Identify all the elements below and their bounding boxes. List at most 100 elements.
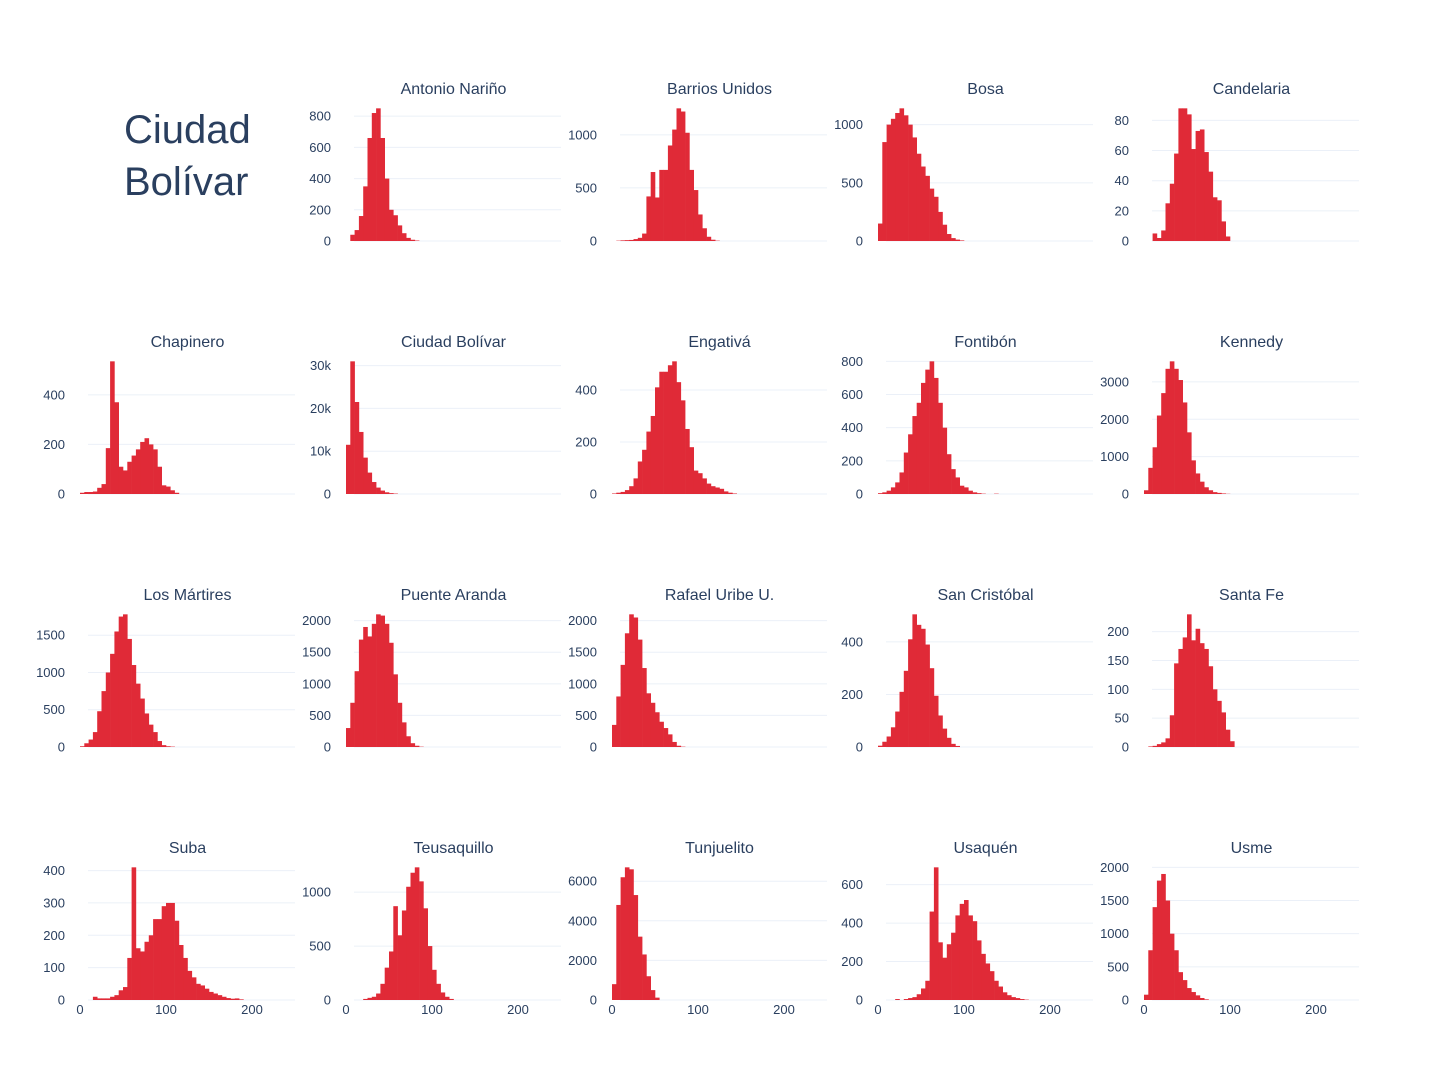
y-tick-label: 0 [856,993,863,1008]
histogram-bar [908,434,913,494]
histogram-bar [1191,992,1196,1000]
subplot-puente-aranda: 0 500 1000 1500 2000 Puente Aranda [302,587,561,755]
histogram-bar [998,986,1003,1000]
histogram-bar [127,461,132,494]
histogram-bar [1165,368,1171,494]
histogram-bar [105,998,111,1000]
histogram-bar [140,698,145,747]
histogram-bar [204,988,210,1000]
subplot-suba: 0 100 200 300 400 0 100 200 Suba [43,840,295,1017]
histogram-bar [886,490,892,494]
subplot-ciudad-bolivar: 0 10k 20k 30k Ciudad Bolívar [310,334,561,502]
histogram-bar [994,980,999,1000]
histogram-bar [878,223,883,241]
histogram-bar [384,492,390,494]
histogram-bar [899,108,905,241]
y-tick-label: 400 [841,916,863,931]
y-tick-label: 300 [43,895,65,910]
y-tick-label: 2000 [568,953,597,968]
histogram-bar [908,998,913,1000]
y-tick-label: 40 [1115,173,1129,188]
histogram-bar [620,877,626,1000]
histogram-bar [938,402,943,494]
histogram-bar [371,623,377,747]
histogram-bar [921,628,926,747]
histogram-bar [642,668,647,747]
histogram-bar [419,881,424,1000]
histogram-bar [1156,880,1162,1000]
histogram-bar [436,983,441,1000]
histogram-bar [633,617,639,747]
histogram-bar [105,448,111,494]
histogram-bar [629,486,634,494]
histogram-bar [676,745,682,747]
histogram-bar [410,872,416,1000]
histogram-bar [706,483,712,494]
histogram-bar [959,903,965,1000]
y-tick-label: 2000 [568,613,597,628]
histogram-bar [350,234,355,241]
y-tick-label: 500 [575,708,597,723]
histogram-bar [367,472,373,494]
histogram-bar [912,416,917,494]
histogram-bar [1015,998,1021,1000]
histogram-bar [196,983,201,1000]
histogram-bar [140,951,145,1000]
histogram-bar [942,728,948,747]
histogram-bar [92,732,98,747]
y-tick-label: 1000 [568,127,597,142]
histogram-bar [1165,900,1171,1000]
histogram-bar [659,169,664,241]
y-tick-label: 200 [575,434,597,449]
histogram-bar [706,236,712,241]
histogram-bar [620,240,626,241]
subplot-title: Bosa [967,81,1004,98]
subplot-title: Candelaria [1213,81,1290,98]
y-tick-label: 200 [841,687,863,702]
histogram-bar [131,665,137,747]
histogram-bar [903,452,909,494]
histogram-bar [1191,149,1196,241]
histogram-bar [955,477,960,494]
subplot-title: Rafael Uribe U. [665,587,774,604]
histogram-bar [642,233,647,241]
histogram-bar [389,642,394,747]
histogram-bar [397,702,403,747]
histogram-bar [903,999,909,1000]
histogram-bar [663,371,669,494]
y-tick-label: 1000 [834,117,863,132]
histogram-bar [84,492,89,494]
histogram-bar [371,113,377,241]
histogram-bar [1187,432,1192,494]
histogram-bar [358,639,364,747]
subplot-title: San Cristóbal [937,587,1033,604]
histogram-bar [393,215,398,241]
histogram-bar [449,998,454,1000]
histogram-bar [624,240,630,241]
subplot-fontibon: 0 200 400 600 800 Fontibón [841,334,1093,502]
histogram-bar [371,996,377,1000]
histogram-bar [637,461,643,494]
subplot-title: Los Mártires [143,587,231,604]
subplot-san-cristobal: 0 200 400 San Cristóbal [841,587,1093,755]
histogram-bar [367,636,373,747]
subplot-title: Barrios Unidos [667,81,772,98]
histogram-bar [1169,361,1175,494]
y-tick-label: 500 [841,175,863,190]
histogram-bar [685,428,690,494]
histogram-bar [88,492,94,494]
y-tick-label: 0 [58,740,65,755]
histogram-bar [1174,950,1179,1000]
histogram-bar [629,614,634,747]
y-tick-label: 0 [1122,740,1129,755]
histogram-bar [1204,648,1209,747]
histogram-bar [367,997,373,1000]
histogram-bar [148,935,154,1000]
histogram-bar [166,746,171,747]
histogram-bar [1212,689,1218,747]
y-tick-label: 200 [841,453,863,468]
histogram-bar [161,485,167,494]
histogram-bar [144,713,150,747]
x-tick-label: 200 [1039,1002,1061,1017]
